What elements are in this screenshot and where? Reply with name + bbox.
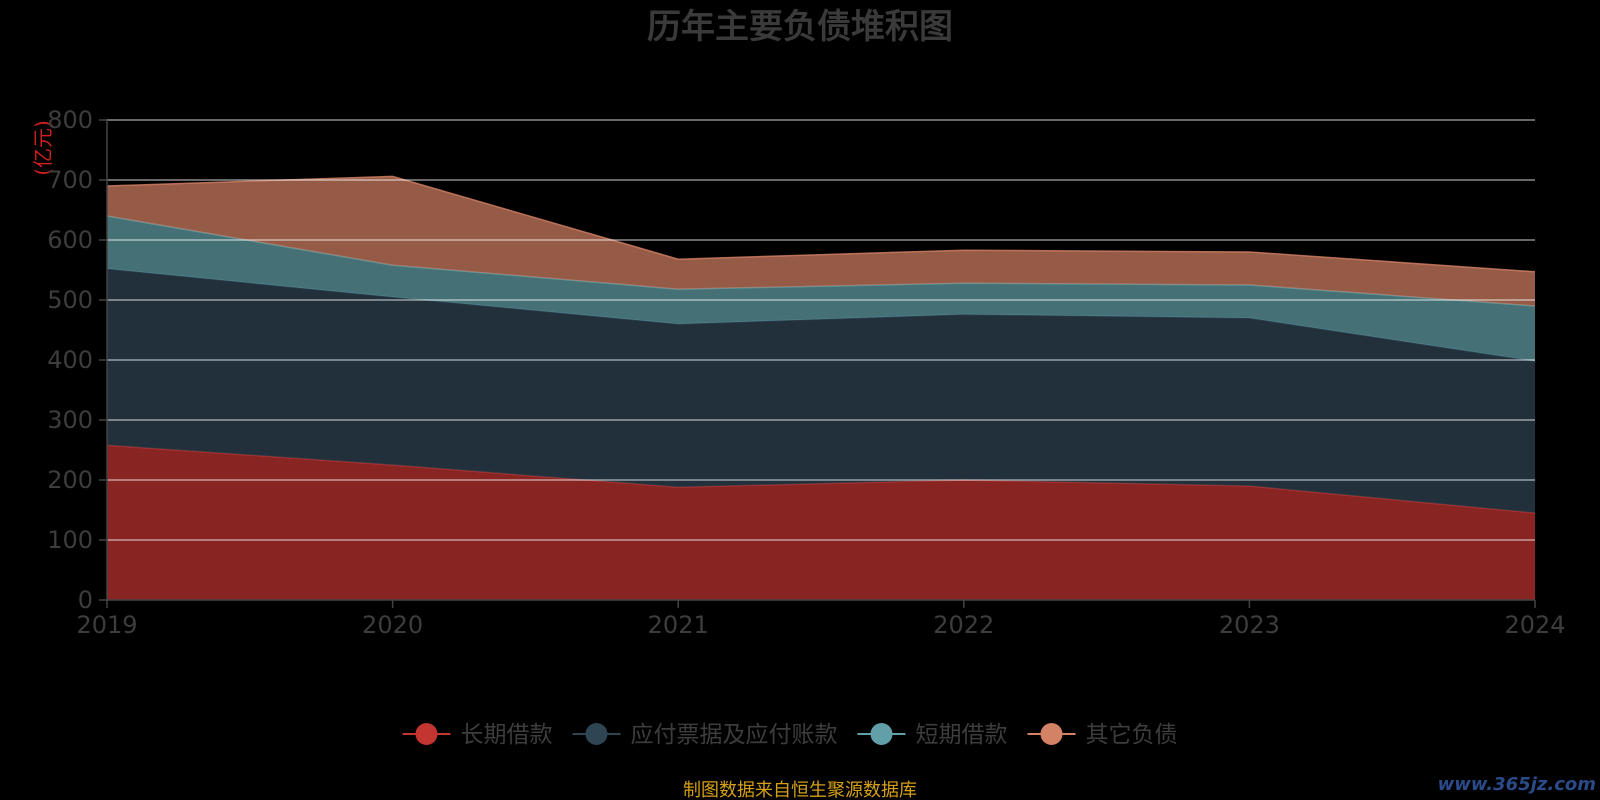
legend-marker <box>415 723 438 745</box>
x-tick-label: 2022 <box>933 611 994 639</box>
legend-label: 长期借款 <box>461 722 553 748</box>
area-series-4-line <box>106 175 1536 273</box>
gridlines <box>107 119 1535 541</box>
y-tick-label: 500 <box>47 286 93 314</box>
area-layers <box>106 175 1536 600</box>
area-series-4[interactable] <box>107 176 1535 306</box>
legend-label: 短期借款 <box>916 722 1008 748</box>
x-tick-label: 2023 <box>1219 611 1280 639</box>
legend-marker <box>1040 723 1063 745</box>
legend-item-3[interactable]: 短期借款 <box>857 722 1008 748</box>
area-series-1[interactable] <box>107 445 1535 600</box>
y-tick-label: 100 <box>47 526 93 554</box>
axes: 0 100 200 300 400 500 600 700 800 2019 2020 2021 202… <box>47 106 1565 639</box>
y-tick-label: 200 <box>47 466 93 494</box>
legend-marker <box>585 723 608 745</box>
legend-item-4[interactable]: 其它负债 <box>1027 722 1178 748</box>
legend-label: 应付票据及应付账款 <box>631 722 838 748</box>
legend-item-2[interactable]: 应付票据及应付账款 <box>572 722 838 748</box>
legend-item-1[interactable]: 长期借款 <box>402 722 553 748</box>
area-series-2[interactable] <box>107 268 1535 513</box>
y-tick-label: 400 <box>47 346 93 374</box>
y-tick-label: 300 <box>47 406 93 434</box>
y-tick-label: 700 <box>47 166 93 194</box>
legend-marker <box>870 723 893 745</box>
x-tick-label: 2019 <box>76 611 137 639</box>
x-tick-label: 2024 <box>1504 611 1565 639</box>
legend[interactable]: 长期借款 应付票据及应付账款 短期借款 其它负债 <box>402 722 1178 748</box>
source-note: 制图数据来自恒生聚源数据库 <box>683 780 917 800</box>
area-series-3[interactable] <box>107 216 1535 362</box>
y-tick-label: 800 <box>47 106 93 134</box>
y-tick-label: 0 <box>78 586 93 614</box>
chart-title: 历年主要负债堆积图 <box>647 7 953 47</box>
y-tick-label: 600 <box>47 226 93 254</box>
legend-label: 其它负债 <box>1086 722 1178 748</box>
y-axis-unit-label: (亿元) <box>31 120 55 176</box>
watermark: www.365jz.com <box>1438 774 1596 795</box>
x-tick-label: 2020 <box>362 611 423 639</box>
x-tick-label: 2021 <box>648 611 709 639</box>
